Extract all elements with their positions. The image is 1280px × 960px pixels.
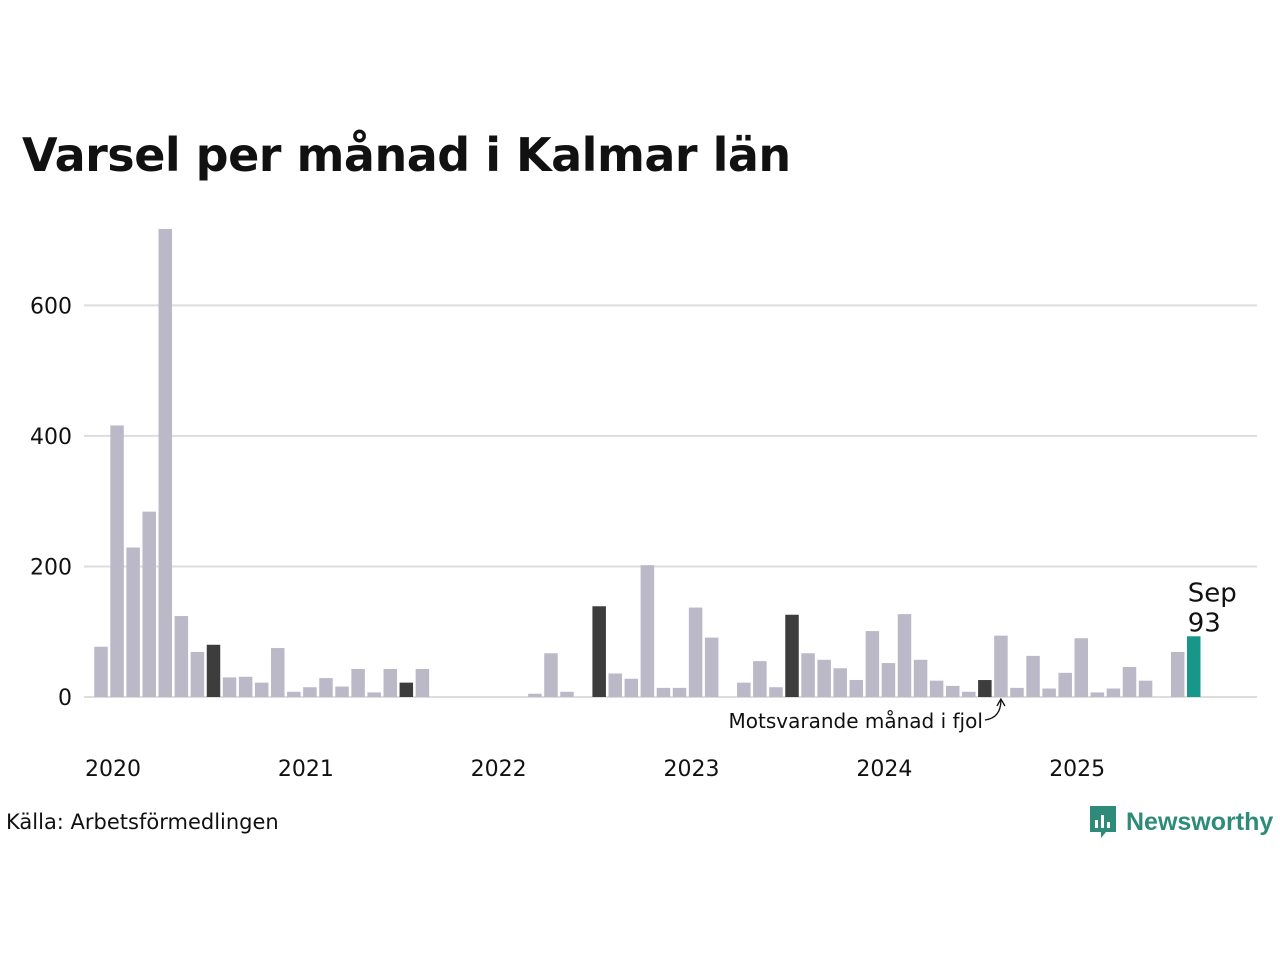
bar-2023-11 bbox=[833, 668, 847, 697]
bar-2024-06 bbox=[945, 685, 960, 697]
x-year-label: 2023 bbox=[664, 757, 720, 782]
bar-2021-04 bbox=[335, 686, 349, 697]
bar-2024-04 bbox=[913, 659, 928, 697]
bar-2024-02 bbox=[881, 663, 896, 697]
bar-2023-12 bbox=[849, 680, 864, 697]
chart-title: Varsel per månad i Kalmar län bbox=[22, 128, 791, 182]
bar-2023-03 bbox=[704, 637, 719, 697]
x-year-label: 2020 bbox=[85, 757, 141, 782]
bar-2024-05 bbox=[929, 680, 944, 697]
newsworthy-brand-text: Newsworthy bbox=[1126, 807, 1274, 836]
bar-2025-05 bbox=[1122, 666, 1137, 697]
annotation-label: Motsvarande månad i fjol bbox=[729, 709, 983, 733]
bar-2021-06 bbox=[367, 692, 381, 697]
bar-2021-08 bbox=[399, 682, 414, 697]
bar-2024-07 bbox=[962, 691, 976, 697]
bar-2023-01 bbox=[672, 687, 687, 697]
bar-2022-10 bbox=[624, 678, 639, 697]
x-year-label: 2025 bbox=[1049, 757, 1105, 782]
bar-2025-08 bbox=[1170, 651, 1185, 697]
bar-2024-10 bbox=[1010, 687, 1024, 697]
bar-2025-04 bbox=[1106, 688, 1121, 697]
bar-2024-08 bbox=[978, 680, 992, 697]
bar-2023-02 bbox=[688, 607, 703, 697]
bar-2020-12 bbox=[271, 648, 285, 697]
bar-2020-05 bbox=[158, 228, 173, 698]
x-year-label: 2021 bbox=[278, 757, 334, 782]
bar-2023-08 bbox=[785, 614, 799, 697]
newsworthy-logo-icon bbox=[1090, 806, 1116, 838]
bar-2024-11 bbox=[1026, 655, 1040, 697]
bar-2021-07 bbox=[383, 668, 398, 697]
bar-2022-05 bbox=[544, 653, 558, 697]
bar-2022-08 bbox=[592, 606, 606, 697]
y-tick-label: 600 bbox=[30, 294, 72, 319]
y-tick-label: 200 bbox=[30, 555, 72, 580]
bar-2021-01 bbox=[287, 691, 301, 697]
bar-2025-02 bbox=[1074, 638, 1089, 697]
bar-2020-07 bbox=[190, 651, 205, 697]
annotation-arrow bbox=[984, 699, 1002, 721]
source-note: Källa: Arbetsförmedlingen bbox=[6, 810, 279, 834]
bar-2020-04 bbox=[142, 511, 156, 697]
bar-2023-07 bbox=[769, 687, 783, 697]
bar-2024-09 bbox=[994, 635, 1008, 697]
bar-2024-01 bbox=[865, 631, 880, 697]
bar-2023-10 bbox=[817, 659, 831, 697]
bar-2023-05 bbox=[737, 682, 751, 697]
bar-2025-01 bbox=[1058, 672, 1072, 697]
bar-2022-11 bbox=[640, 565, 655, 697]
bar-2021-09 bbox=[415, 668, 430, 697]
bar-2021-05 bbox=[351, 668, 365, 697]
bar-2024-03 bbox=[897, 614, 912, 697]
newsworthy-logo: Newsworthy bbox=[1088, 804, 1273, 840]
bar-2025-06 bbox=[1138, 680, 1153, 697]
bar-2022-09 bbox=[608, 673, 622, 697]
bar-2020-01 bbox=[94, 646, 108, 697]
x-year-label: 2024 bbox=[856, 757, 912, 782]
bar-2020-03 bbox=[126, 547, 140, 697]
highlight-value-label: 93 bbox=[1188, 608, 1221, 638]
bar-2022-06 bbox=[560, 691, 574, 697]
bar-2020-02 bbox=[110, 425, 124, 697]
bar-2021-02 bbox=[303, 687, 317, 697]
bar-2020-09 bbox=[222, 677, 237, 697]
bar-2020-08 bbox=[206, 644, 221, 697]
bar-2025-03 bbox=[1090, 692, 1105, 697]
x-year-label: 2022 bbox=[471, 757, 527, 782]
y-tick-label: 0 bbox=[58, 686, 72, 711]
bar-2020-10 bbox=[238, 676, 253, 697]
highlight-month-label: Sep bbox=[1188, 578, 1237, 608]
bar-2020-06 bbox=[174, 616, 189, 697]
bar-2022-12 bbox=[656, 687, 671, 697]
bar-2024-12 bbox=[1042, 688, 1056, 697]
bar-2022-04 bbox=[528, 693, 542, 697]
bar-2023-09 bbox=[801, 653, 815, 697]
annotation-arrowhead bbox=[996, 697, 1006, 707]
bar-2023-06 bbox=[753, 661, 767, 697]
bar-2025-09 bbox=[1187, 636, 1201, 697]
bar-2021-03 bbox=[319, 678, 333, 697]
y-tick-label: 400 bbox=[30, 425, 72, 450]
bar-2020-11 bbox=[254, 682, 269, 697]
